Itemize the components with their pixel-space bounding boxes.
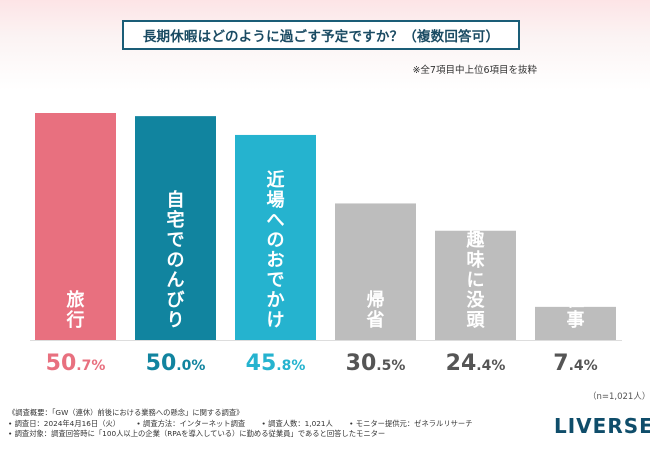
bar-category-label: 近場へのおでかけ: [267, 169, 285, 331]
bar-category-label: 仕事: [566, 289, 585, 331]
bar-0: [35, 113, 116, 340]
bar-5: [535, 306, 616, 340]
survey-footer: 《調査概要：「GW（連休）前後における業務への懸念」に関する調査》 • 調査日：…: [8, 408, 487, 440]
footer-item: • 調査日：2024年4月16日（火）: [8, 418, 121, 428]
sample-size-note: （n=1,021人）: [588, 392, 650, 402]
bar-1: [135, 116, 216, 340]
footer-item: • 調査方法：インターネット調査: [136, 418, 246, 428]
footer-line-1: 《調査概要：「GW（連休）前後における業務への懸念」に関する調査》: [8, 408, 244, 417]
footer-item: • 調査人数：1,021人: [261, 418, 333, 428]
bar-2: [235, 134, 316, 340]
bar-category-label: 自宅でのんびり: [167, 189, 186, 331]
footer-line-2: • 調査日：2024年4月16日（火） • 調査方法：インターネット調査 • 調…: [8, 419, 487, 430]
footer-line-3: • 調査対象：調査回答時に「100人以上の企業（RPAを導入している）に勤める従…: [8, 429, 386, 438]
bar-4: [435, 230, 516, 340]
bar-value-label: 45.8%: [246, 351, 306, 376]
chart-subtitle: ※全7項目中上位6項目を抜粋: [412, 65, 537, 76]
bar-value-label: 24.4%: [446, 351, 506, 376]
bar-value-label: 30.5%: [346, 351, 406, 376]
chart-title: 長期休暇はどのように過ごす予定ですか？（複数回答可）: [122, 20, 520, 50]
bar-category-label: 趣味に没頭: [466, 230, 486, 331]
bar-value-label: 50.7%: [46, 351, 106, 376]
bar-category-label: 旅行: [66, 289, 85, 331]
bar-category-label: 帰省: [366, 290, 385, 331]
bar-value-label: 7.4%: [553, 351, 597, 376]
bar-3: [335, 203, 416, 340]
footer-item: • モニター提供元：ゼネラルリサーチ: [349, 418, 473, 428]
bar-value-label: 50.0%: [146, 351, 206, 376]
brand-logo: LIVERSE: [554, 414, 650, 438]
